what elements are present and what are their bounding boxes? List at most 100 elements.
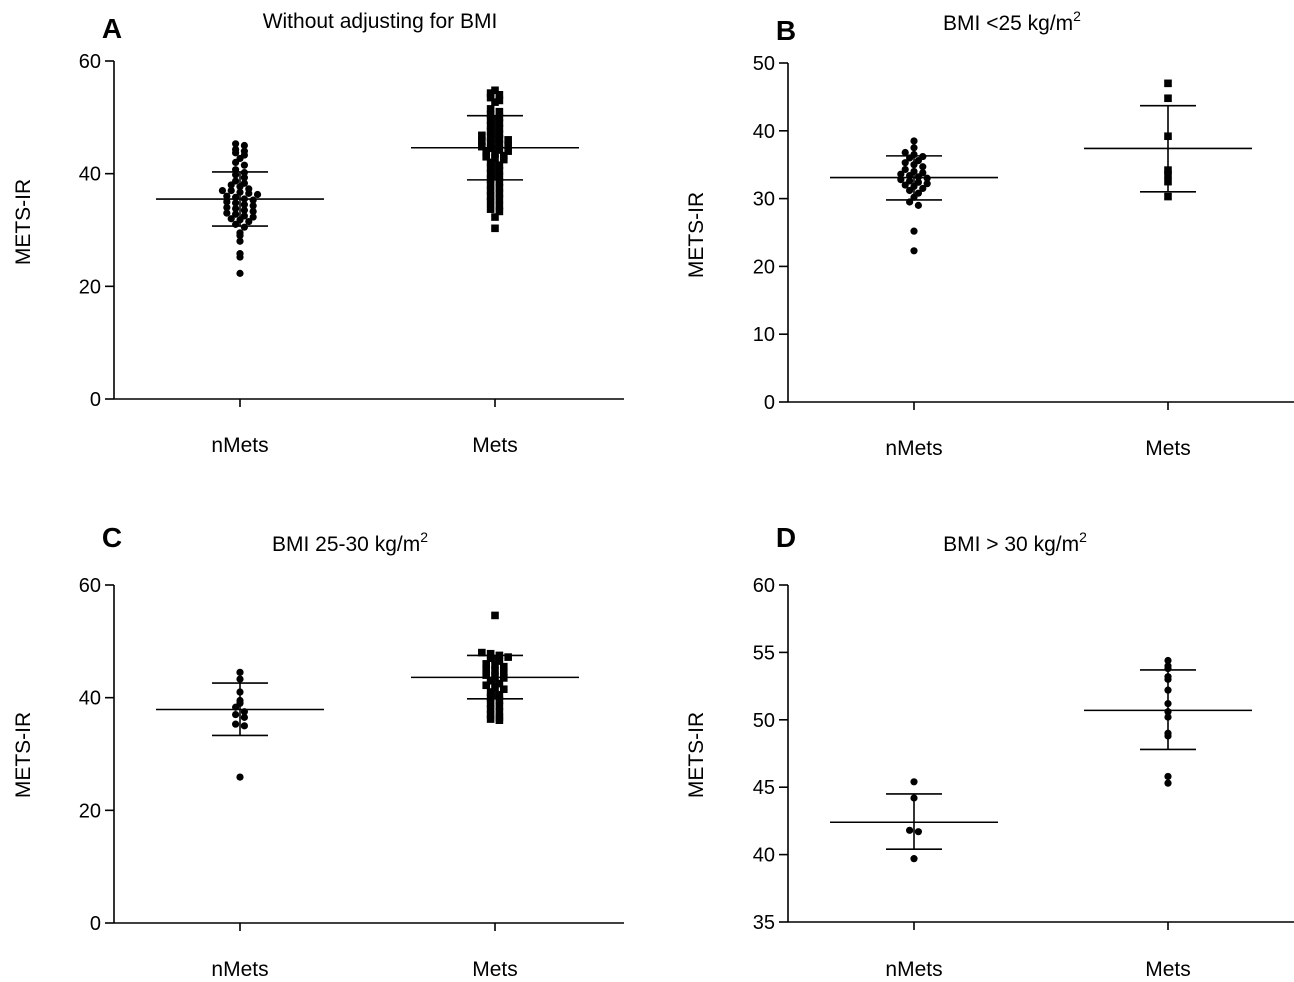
data-point	[482, 681, 491, 690]
data-point	[495, 119, 504, 127]
data-point	[223, 198, 231, 206]
data-point	[910, 855, 918, 863]
data-point	[901, 148, 909, 157]
panel-a: A Without adjusting for BMI METS-IR 0 20 40 60…	[12, 10, 624, 457]
data-point	[495, 134, 504, 143]
data-point	[218, 186, 227, 195]
panel-title-text: BMI > 30 kg/m	[943, 533, 1079, 556]
data-point	[249, 207, 257, 216]
data-point	[486, 705, 495, 713]
data-point	[486, 89, 495, 97]
data-point	[486, 688, 495, 696]
data-point	[486, 198, 495, 206]
data-point	[486, 133, 495, 141]
x-tick-label: nMets	[885, 437, 942, 460]
data-point	[486, 105, 495, 113]
data-point	[910, 137, 918, 145]
data-point	[504, 147, 512, 155]
panel-title: BMI <25 kg/m2	[943, 8, 1081, 35]
series-nmets	[156, 668, 324, 781]
data-point	[486, 93, 495, 102]
data-point	[232, 140, 240, 148]
data-point	[491, 213, 499, 221]
data-point	[232, 210, 240, 218]
series-mets	[411, 611, 579, 724]
y-tick-label: 40	[79, 164, 101, 186]
y-tick-label: 40	[79, 688, 101, 710]
data-point	[919, 163, 927, 171]
data-point	[495, 679, 504, 688]
data-point	[236, 232, 244, 240]
data-point	[491, 86, 499, 95]
y-tick-label: 40	[753, 121, 775, 143]
panel-title-text: Without adjusting for BMI	[263, 10, 498, 33]
series-mets	[1084, 656, 1252, 787]
series-mets	[411, 86, 579, 233]
y-axis-label: METS-IR	[685, 192, 708, 278]
data-point	[232, 158, 240, 166]
data-point	[914, 201, 922, 209]
data-point	[232, 171, 240, 179]
y-tick-label: 30	[753, 189, 775, 211]
data-point	[495, 707, 504, 716]
data-point	[486, 710, 495, 719]
data-point	[249, 213, 257, 221]
series-nmets	[156, 140, 324, 277]
data-point	[495, 696, 504, 705]
data-point	[232, 149, 240, 157]
data-point	[1164, 79, 1172, 88]
data-point	[240, 161, 248, 169]
data-point	[486, 715, 495, 723]
data-point	[486, 127, 495, 136]
data-point	[236, 237, 244, 245]
panel-title: BMI 25-30 kg/m2	[272, 529, 428, 556]
x-tick-label: nMets	[885, 958, 942, 981]
y-tick-label: 50	[753, 53, 775, 75]
data-point	[486, 192, 495, 200]
data-point	[486, 186, 495, 195]
data-point	[910, 778, 918, 786]
x-tick-label: nMets	[211, 958, 268, 981]
panel-label: C	[102, 522, 122, 553]
data-point	[1164, 656, 1172, 665]
data-point	[901, 181, 909, 189]
y-tick-label: 55	[753, 642, 775, 664]
y-tick-label: 60	[753, 575, 775, 597]
data-point	[1164, 772, 1172, 781]
data-point	[486, 169, 495, 178]
data-point	[495, 183, 504, 192]
panel-label: A	[102, 13, 122, 44]
series-nmets	[830, 137, 998, 255]
data-point	[240, 201, 248, 209]
data-point	[249, 202, 257, 210]
data-point	[910, 247, 918, 255]
data-point	[495, 195, 504, 203]
data-point	[919, 184, 927, 193]
data-point	[240, 141, 248, 150]
data-point	[482, 152, 491, 161]
panel-c: C BMI 25-30 kg/m2 METS-IR 0 20 40 60 nMets Mets	[12, 522, 624, 981]
data-point	[236, 253, 244, 261]
y-tick-label: 10	[753, 324, 775, 346]
data-point	[478, 131, 486, 140]
data-point	[223, 203, 231, 212]
data-point	[495, 657, 504, 665]
data-point	[482, 665, 491, 674]
panel-d: D BMI > 30 kg/m2 METS-IR 35 40 45 50 55 60 nMets M…	[685, 522, 1294, 981]
panel-label: B	[776, 15, 796, 46]
data-point	[495, 691, 504, 699]
data-point	[232, 204, 240, 213]
data-point	[245, 189, 253, 197]
data-point	[491, 611, 499, 620]
data-point	[478, 142, 486, 151]
data-point	[486, 110, 495, 119]
data-point	[482, 671, 491, 679]
data-point	[486, 699, 495, 708]
data-point	[495, 124, 504, 133]
panel-title-superscript: 2	[1079, 529, 1087, 545]
data-point	[495, 716, 504, 724]
y-tick-label: 35	[753, 912, 775, 934]
data-point	[495, 178, 504, 186]
y-tick-label: 45	[753, 777, 775, 799]
